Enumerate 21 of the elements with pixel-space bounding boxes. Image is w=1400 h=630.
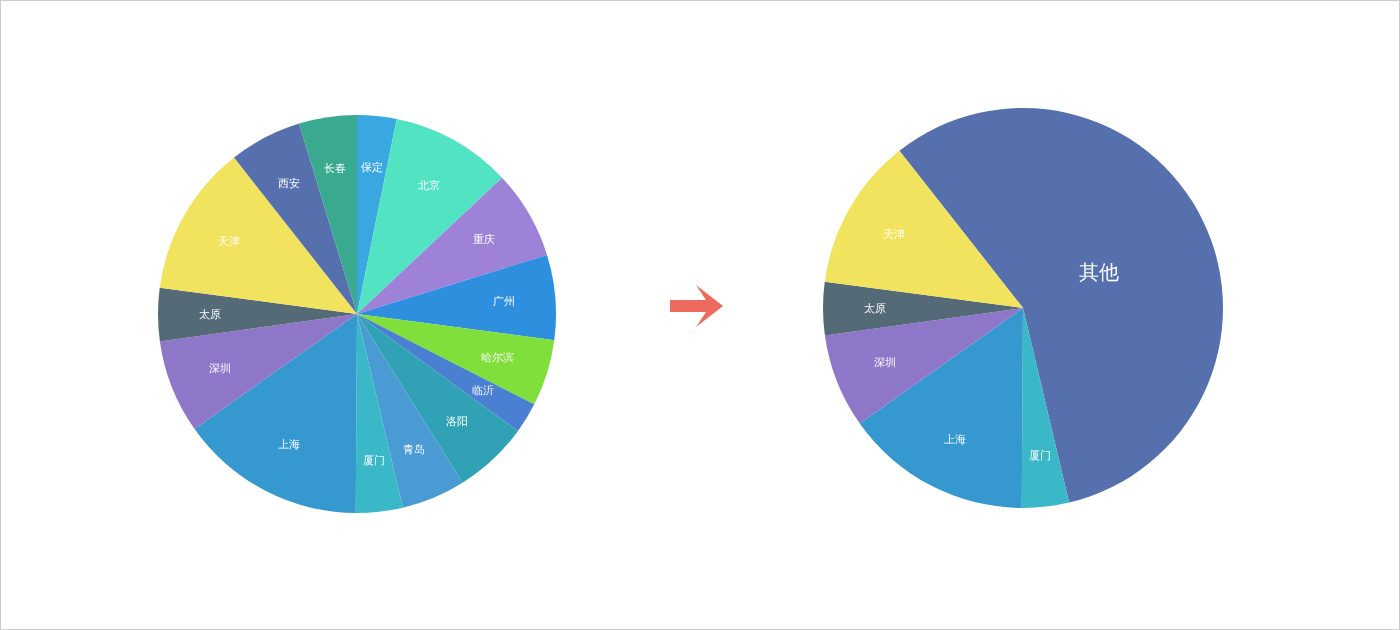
slice-label: 太原 bbox=[864, 301, 886, 315]
slice-label: 天津 bbox=[218, 234, 241, 248]
slice-label: 哈尔滨 bbox=[481, 351, 515, 365]
slice-label: 天津 bbox=[883, 228, 906, 242]
slice-label: 深圳 bbox=[209, 361, 232, 375]
slice-label: 临沂 bbox=[471, 384, 494, 398]
slice-label: 其他 bbox=[1078, 259, 1119, 284]
slice-label: 厦门 bbox=[1028, 448, 1051, 462]
slice-label: 西安 bbox=[277, 176, 300, 190]
slice-label: 长春 bbox=[324, 161, 347, 175]
slice-label: 洛阳 bbox=[446, 415, 469, 429]
slice-label: 厦门 bbox=[362, 453, 385, 467]
slice-label: 青岛 bbox=[402, 443, 425, 457]
slice-label: 上海 bbox=[943, 432, 966, 446]
slice-label: 广州 bbox=[492, 295, 515, 309]
slice-label: 上海 bbox=[277, 438, 300, 452]
slice-label: 深圳 bbox=[874, 355, 897, 369]
slice-label: 北京 bbox=[417, 178, 440, 192]
slice-label: 重庆 bbox=[473, 233, 496, 247]
slice-label: 保定 bbox=[360, 160, 383, 174]
slice-label: 太原 bbox=[198, 307, 221, 321]
